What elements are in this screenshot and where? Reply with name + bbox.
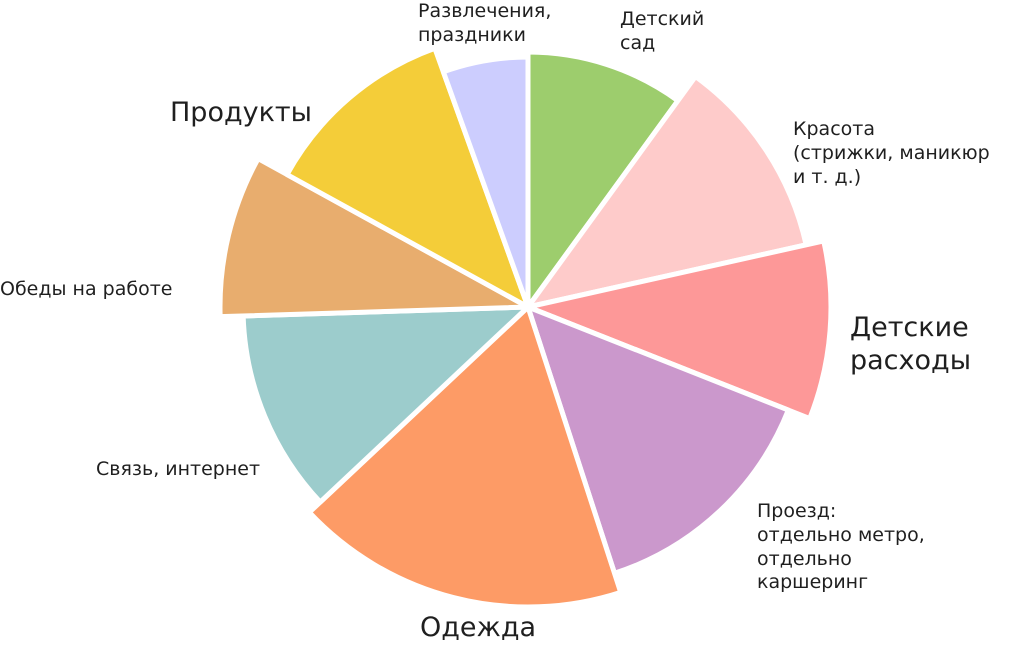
label-child-expenses: Детские расходы	[850, 312, 972, 376]
label-communication: Связь, интернет	[96, 458, 261, 480]
pie-slice-communication	[240, 304, 531, 505]
label-kindergarten: Детский сад	[620, 8, 705, 54]
pie-slice-groceries	[284, 45, 531, 310]
label-clothes: Одежда	[420, 612, 537, 643]
label-groceries: Продукты	[170, 97, 312, 128]
pie-slice-kindergarten	[525, 49, 681, 310]
pie-slice-child-expenses	[525, 238, 834, 422]
label-transport: Проезд: отдельно метро, отдельно каршери…	[757, 500, 925, 594]
label-entertainment: Развлечения, праздники	[418, 0, 552, 46]
pie-slice-entertainment	[440, 54, 531, 310]
pie-slice-clothes	[306, 304, 624, 610]
label-beauty: Красота (стрижки, маникюр и т. д.)	[793, 118, 990, 188]
label-lunches: Обеды на работе	[0, 278, 173, 300]
pie-slice-beauty	[525, 73, 809, 310]
pie-slice-lunches	[217, 156, 531, 320]
